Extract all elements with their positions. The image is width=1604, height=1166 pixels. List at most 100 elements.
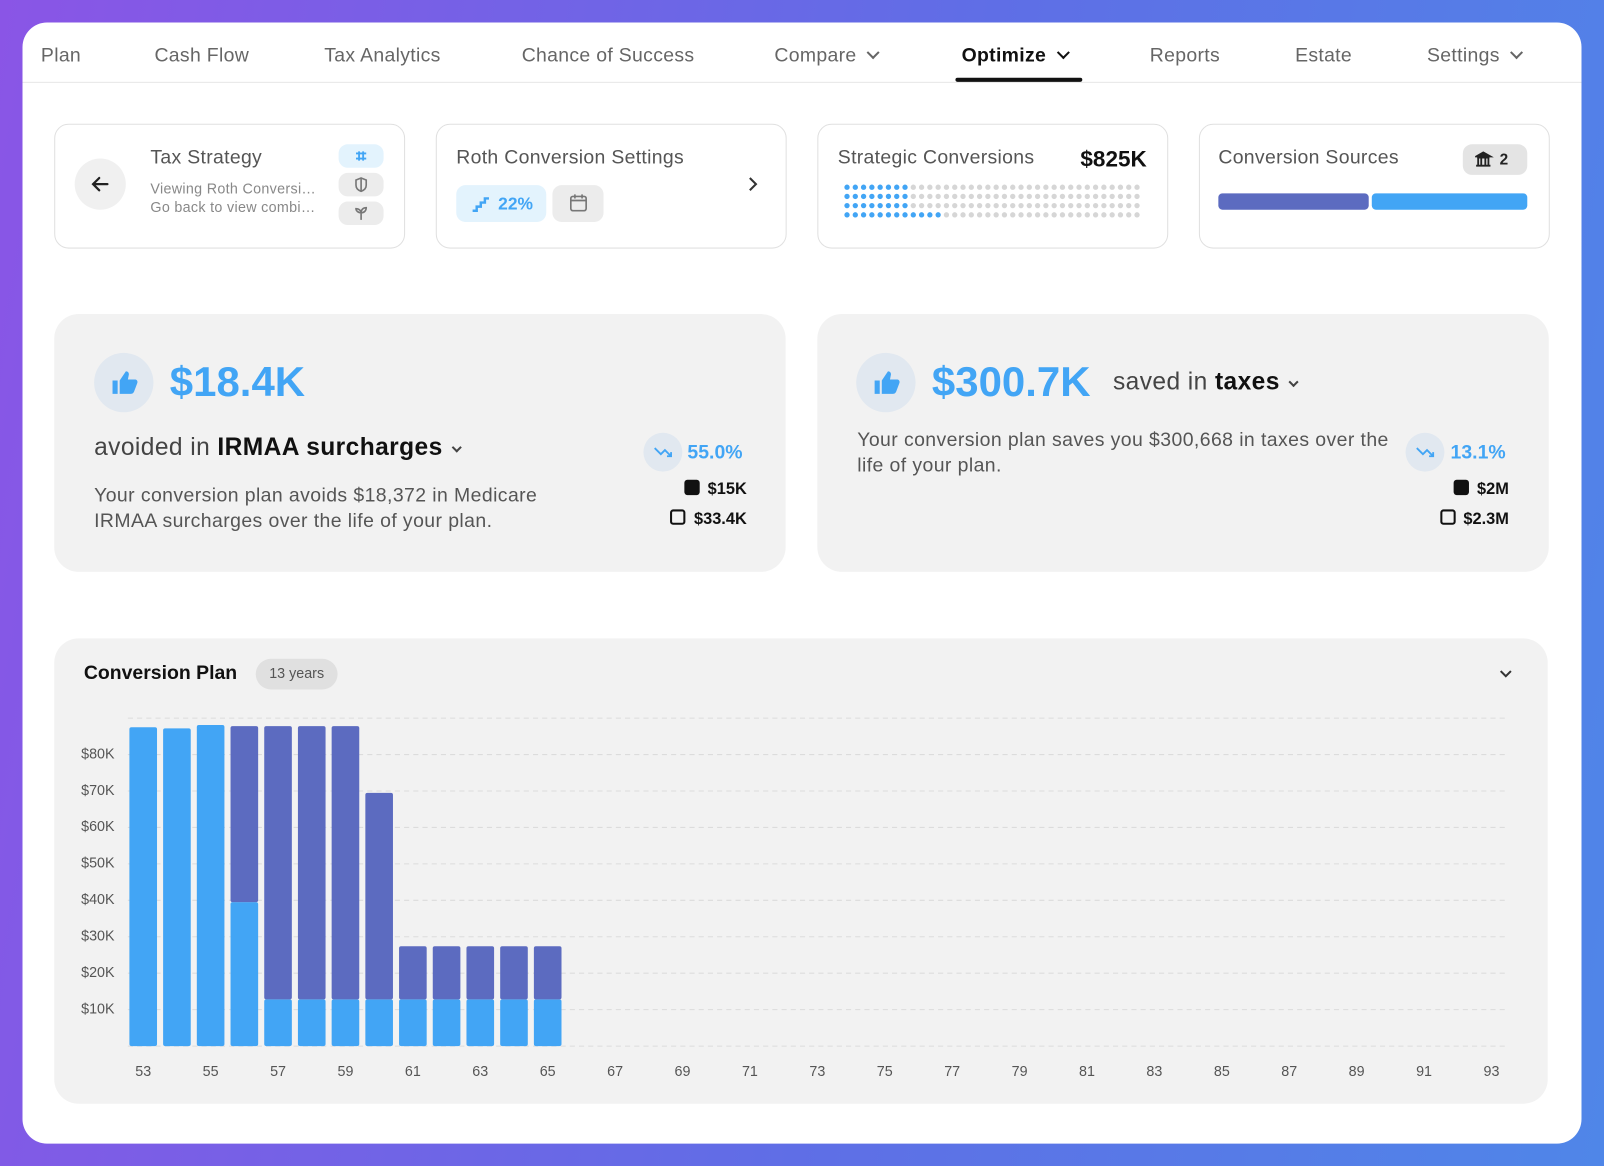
y-tick-label: $70K: [81, 783, 115, 799]
nav-item[interactable]: Tax Analytics: [324, 45, 440, 68]
chevron: [1510, 46, 1524, 60]
stairs-icon: [472, 197, 489, 212]
card-line: Go back to view combi…: [150, 198, 316, 215]
bar-segment: [163, 728, 191, 1047]
chart: Conversion Plan 13 years $10K $20K $30K $40…: [81, 658, 1512, 1080]
dot: [1068, 184, 1074, 190]
dot: [910, 184, 916, 190]
dot: [1126, 193, 1132, 200]
nav-item[interactable]: Chance of Success: [522, 45, 695, 68]
bar-segment: [466, 946, 495, 1000]
x-tick-label: 91: [1416, 1064, 1432, 1080]
bar-segment: [129, 727, 158, 1047]
dot: [902, 184, 908, 190]
dot: [1101, 184, 1107, 190]
nav-item[interactable]: Compare: [774, 45, 880, 68]
dot: [877, 212, 883, 218]
dot: [1026, 184, 1032, 190]
bar-segment: [297, 999, 326, 1047]
dot: [1134, 212, 1140, 218]
dot: [935, 202, 941, 209]
dot: [1001, 193, 1008, 200]
dot: [869, 212, 875, 218]
dot: [1117, 202, 1124, 209]
dot: [1018, 184, 1024, 190]
dot: [1043, 184, 1049, 190]
x-tick-label: 71: [742, 1064, 758, 1080]
bar-segment: [331, 726, 360, 1000]
card-title: Roth Conversion Settings: [456, 147, 685, 169]
nav-item[interactable]: Settings: [1427, 45, 1524, 68]
collapse-chevron[interactable]: [1499, 670, 1512, 678]
dot: [960, 212, 966, 218]
dot: [943, 193, 950, 200]
stat-value: $18.4K: [169, 358, 306, 406]
dot: [927, 193, 933, 200]
nav-item[interactable]: Reports: [1150, 45, 1220, 68]
strategy-icon[interactable]: [338, 172, 384, 197]
bar-segment: [466, 999, 495, 1047]
dot: [885, 212, 892, 218]
trend-icon: [643, 432, 683, 472]
dot: [1092, 193, 1099, 200]
y-tick-label: $80K: [81, 746, 115, 762]
stat-heading[interactable]: avoided in IRMAA surcharges: [94, 433, 462, 463]
x-tick-label: 69: [675, 1064, 691, 1080]
nav-divider: [22, 81, 1582, 83]
dot: [1051, 212, 1057, 218]
dot: [1101, 193, 1107, 200]
nav-item[interactable]: Estate: [1295, 45, 1352, 68]
chevron-right[interactable]: [745, 174, 761, 194]
dot: [1101, 202, 1107, 209]
bar-segment: [196, 725, 225, 1047]
nav-item[interactable]: Cash Flow: [154, 45, 249, 68]
dot: [952, 193, 958, 200]
dot: [993, 202, 999, 209]
stat-change: 55.0%: [687, 441, 743, 464]
bar-segment: [264, 999, 292, 1047]
dot: [927, 212, 933, 218]
stat-metric: IRMAA surcharges: [217, 433, 443, 462]
x-tick-label: 59: [337, 1064, 353, 1080]
dot: [1059, 193, 1066, 200]
dot: [1068, 202, 1074, 209]
nav-item[interactable]: Plan: [41, 45, 81, 68]
dot: [852, 184, 858, 190]
icon: [654, 447, 672, 458]
dot: [935, 212, 941, 218]
dot: [1018, 202, 1024, 209]
calendar-icon: [569, 194, 587, 212]
dot: [902, 202, 908, 209]
strategy-icon[interactable]: [338, 201, 384, 226]
calendar-pill[interactable]: [552, 185, 604, 222]
rate-pill[interactable]: 22%: [456, 185, 547, 222]
chevron: [1288, 377, 1299, 388]
dot: [968, 184, 974, 190]
dot: [976, 184, 983, 190]
dot: [927, 184, 933, 190]
icon: [1416, 447, 1435, 458]
dot: [918, 184, 925, 190]
legend-with: $15K: [684, 479, 747, 499]
dot: [993, 184, 999, 190]
chevron: [451, 442, 462, 453]
x-tick-label: 53: [135, 1064, 151, 1080]
nav-item[interactable]: Optimize: [962, 45, 1070, 68]
dot: [985, 212, 991, 218]
strategy-icon[interactable]: [338, 144, 384, 168]
bar-segment: [399, 999, 427, 1047]
sources-badge[interactable]: 2: [1462, 144, 1528, 175]
dot: [877, 193, 883, 200]
icon: [355, 206, 368, 220]
stat-heading[interactable]: saved in taxes: [1113, 368, 1299, 397]
bank-icon: [1475, 151, 1494, 167]
sources-card: [1198, 123, 1550, 249]
dot: [1026, 202, 1032, 209]
back-button[interactable]: [74, 158, 126, 210]
bar-segment: [264, 726, 292, 1000]
dot: [993, 212, 999, 218]
dot: [1026, 193, 1032, 200]
legend-value: $2.3M: [1463, 510, 1509, 528]
nav-label: Settings: [1427, 45, 1500, 67]
